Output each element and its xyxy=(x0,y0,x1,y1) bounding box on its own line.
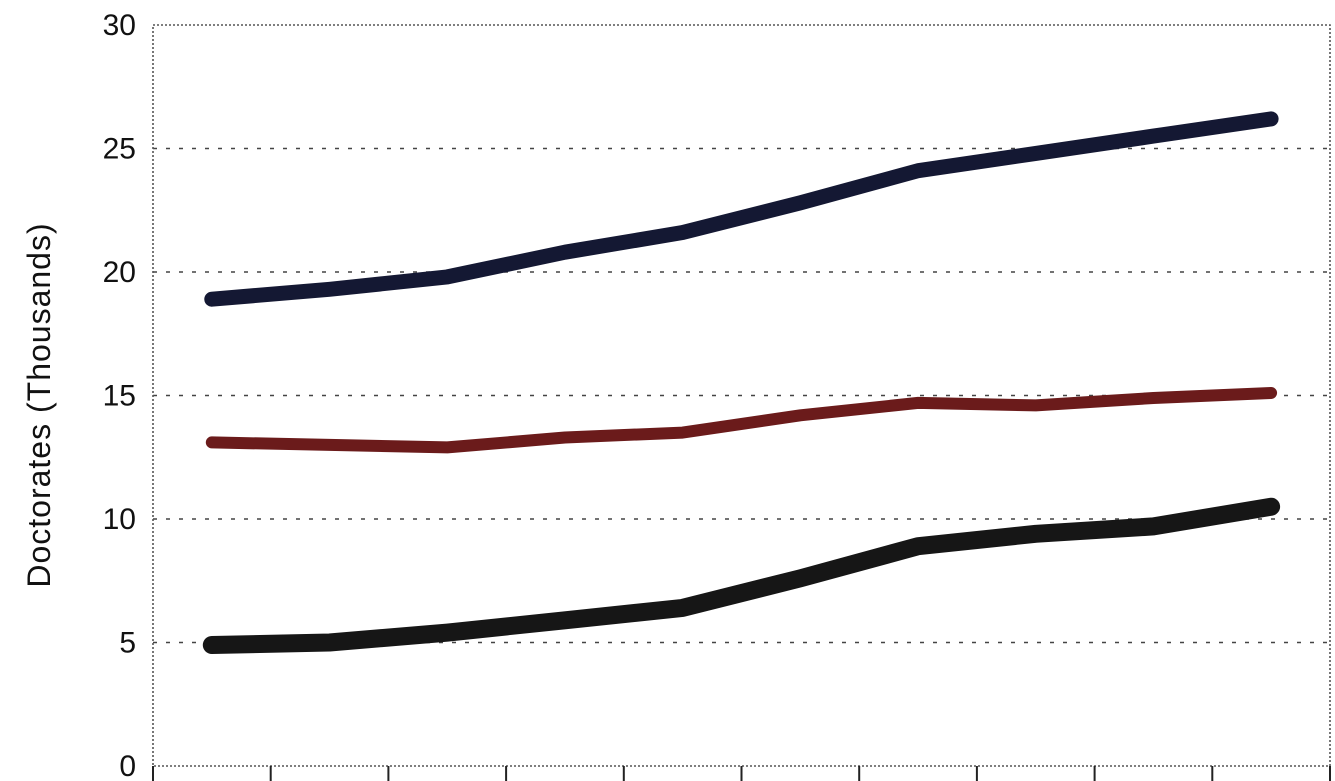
series-line-3 xyxy=(202,497,1281,654)
series-line-2 xyxy=(205,387,1278,454)
y-tick-label: 0 xyxy=(119,750,136,781)
plot-frame xyxy=(152,24,1331,767)
y-tick-label: 15 xyxy=(103,380,136,413)
x-tick-marks xyxy=(152,766,1331,781)
y-tick-labels: 0 5 10 15 20 25 30 xyxy=(103,9,136,781)
y-tick-label: 5 xyxy=(119,627,136,660)
series-line-1 xyxy=(204,111,1279,307)
y-axis-title: Doctorates (Thousands) xyxy=(21,222,57,587)
y-tick-label: 20 xyxy=(103,256,136,289)
y-tick-label: 10 xyxy=(103,503,136,536)
y-tick-label: 30 xyxy=(103,9,136,42)
y-tick-label: 25 xyxy=(103,133,136,166)
series-lines xyxy=(202,111,1281,654)
